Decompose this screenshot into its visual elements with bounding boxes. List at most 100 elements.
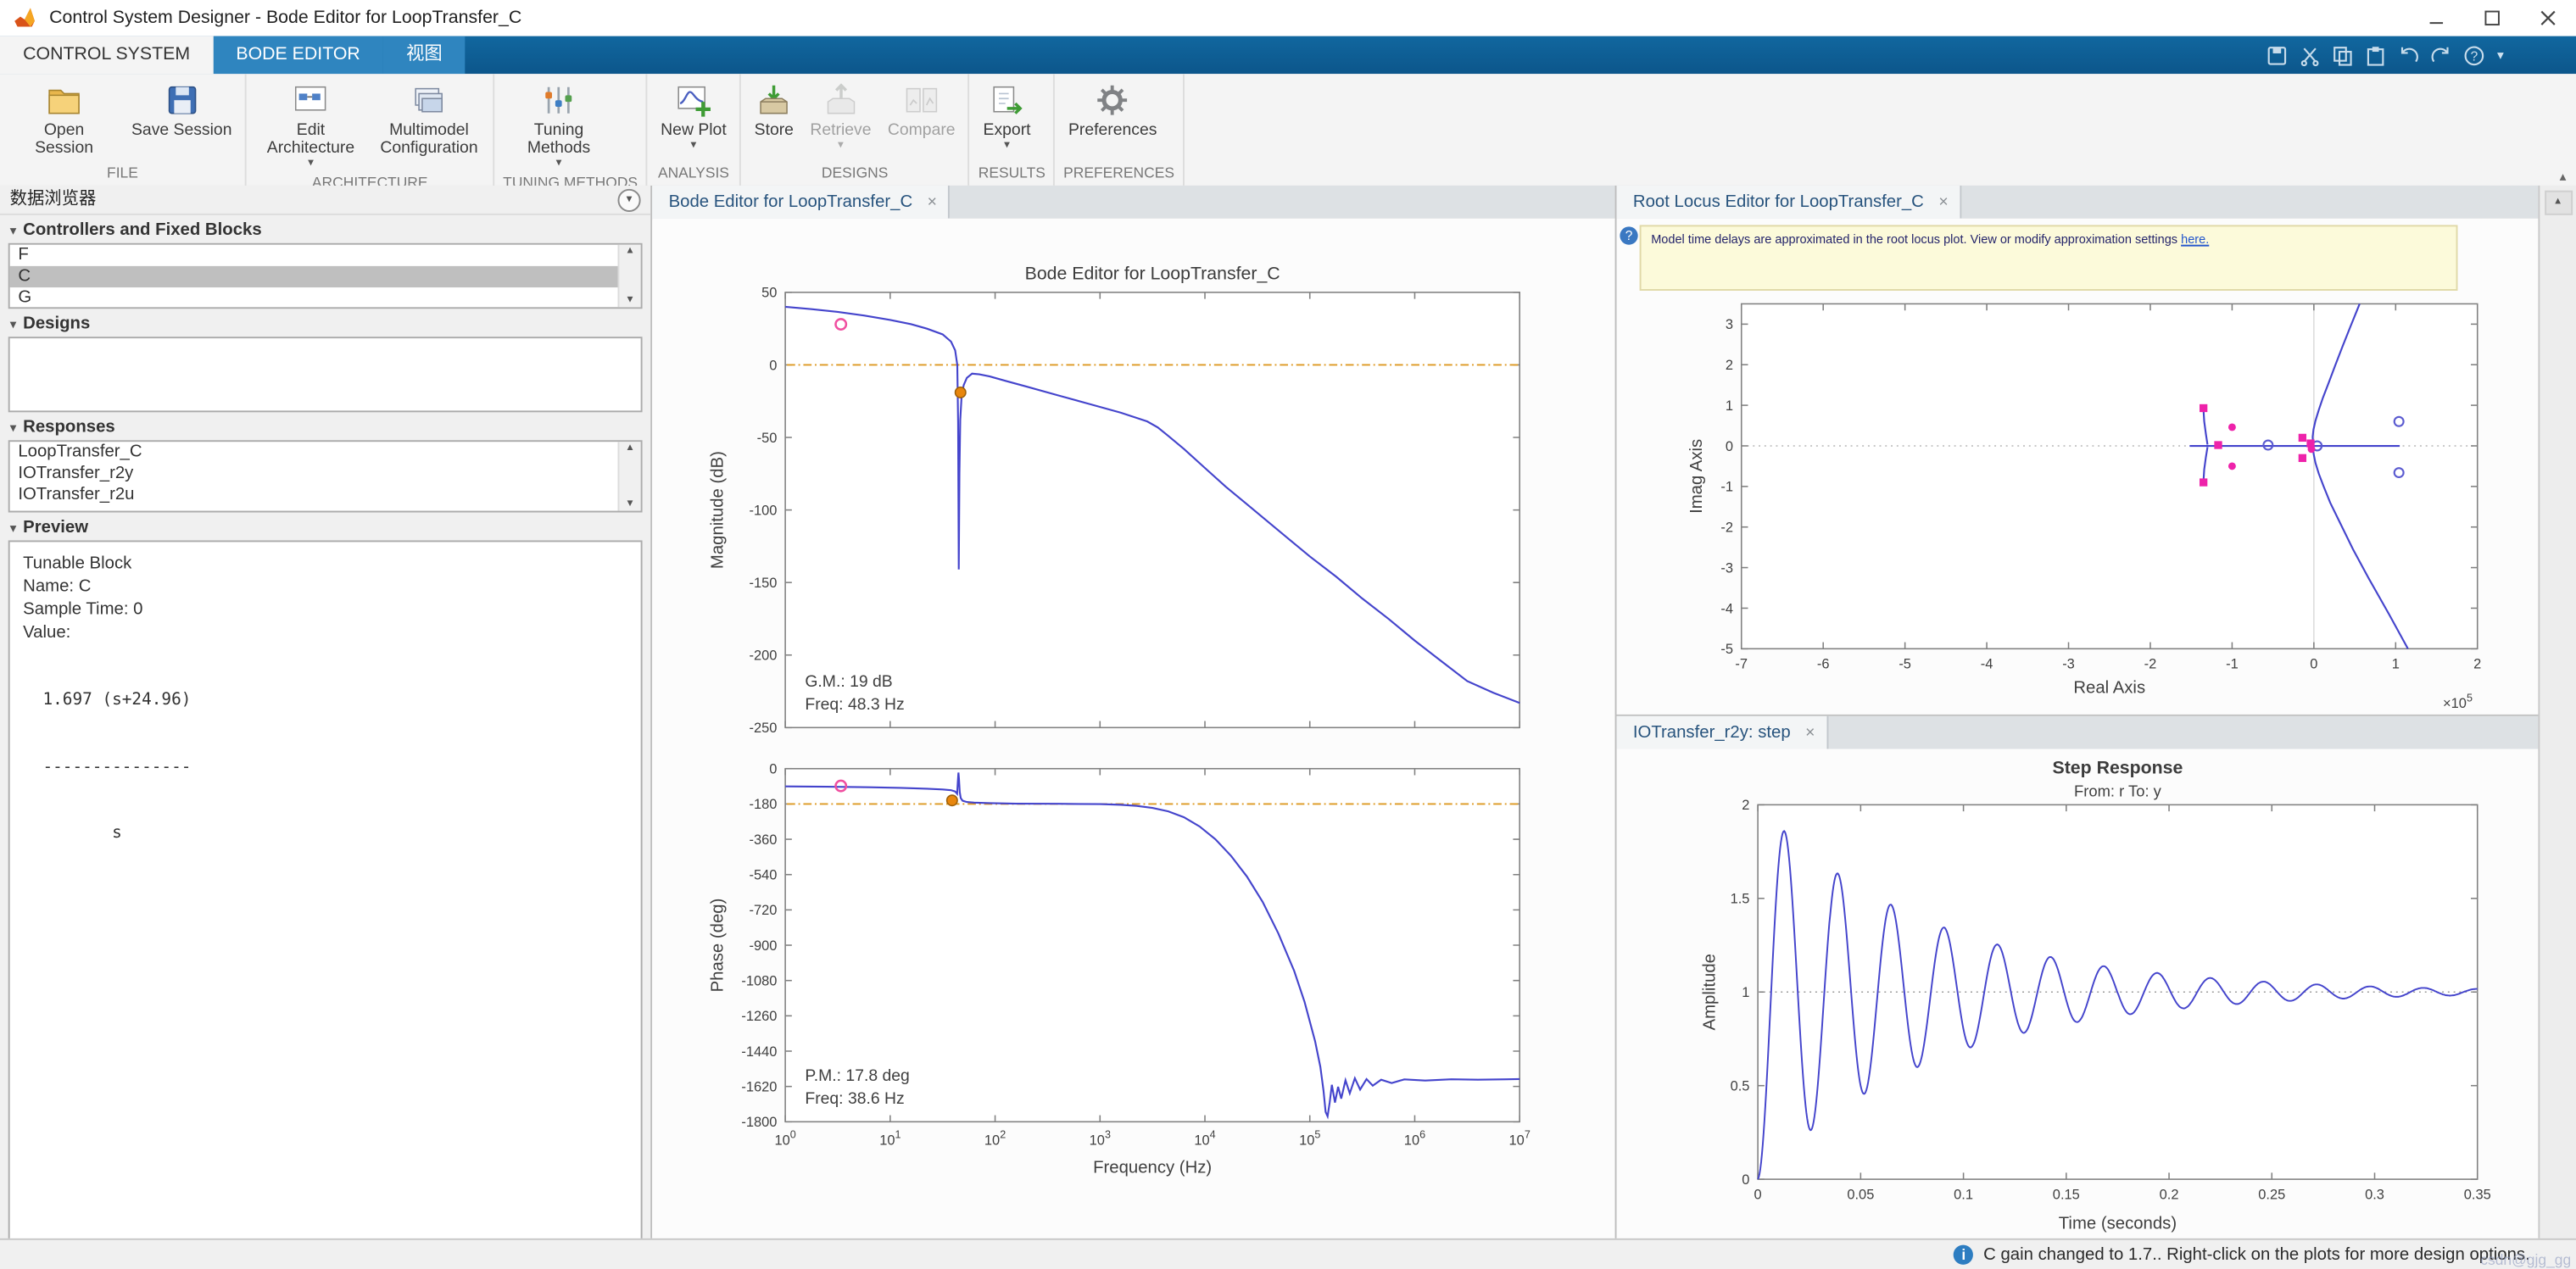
redo-icon[interactable] (2430, 43, 2453, 66)
preview-line: Sample Time: 0 (23, 599, 143, 620)
store-button[interactable]: Store (746, 75, 802, 143)
maximize-button[interactable] (2464, 0, 2520, 36)
svg-text:-360: -360 (750, 832, 778, 848)
svg-text:G.M.: 19 dB: G.M.: 19 dB (805, 672, 892, 691)
svg-text:Time (seconds): Time (seconds) (2059, 1214, 2177, 1233)
compensator-marker (834, 318, 848, 331)
tab-step-response[interactable]: IOTransfer_r2y: step × (1616, 715, 1828, 749)
group-label-designs: DESIGNS (821, 164, 889, 181)
svg-text:50: 50 (761, 286, 777, 301)
root-locus-branch (2202, 447, 2209, 483)
svg-text:-4: -4 (1981, 657, 1993, 672)
scroll-up-icon[interactable]: ▲ (625, 443, 635, 454)
multimodel-configuration-icon (415, 87, 443, 113)
scrollbar[interactable]: ▲ ▼ (617, 442, 641, 511)
svg-text:-1620: -1620 (741, 1079, 777, 1094)
root-locus-plot[interactable]: -7 -6 -5 -4 -3 -2 -1 0 1 2 3 2 1 0 -1 -2 -3 -4 -5 Real Axis… (1617, 219, 2539, 715)
data-browser-panel: 数据浏览器 ▾ ▾ Controllers and Fixed Blocks F … (0, 185, 653, 1266)
right-column: Root Locus Editor for LoopTransfer_C × -… (1616, 185, 2539, 1238)
bode-figure-area: Bode Editor for LoopTransfer_C 50 0 -50 -100… (652, 218, 1615, 1238)
pole-marker (2307, 445, 2316, 454)
bode-plot[interactable]: Bode Editor for LoopTransfer_C 50 0 -50 -100… (652, 219, 1614, 1238)
compare-button[interactable]: Compare (879, 75, 963, 143)
svg-text:Imag Axis: Imag Axis (1687, 439, 1706, 514)
ribbon-tab-view[interactable]: 视图 (382, 36, 466, 75)
list-item-iotransfer-r2y[interactable]: IOTransfer_r2y (18, 463, 134, 483)
list-item-looptransfer[interactable]: LoopTransfer_C (18, 442, 142, 462)
svg-text:0: 0 (1742, 1172, 1749, 1188)
ribbon-tab-bode-editor[interactable]: BODE EDITOR (213, 36, 383, 75)
step-response-curve (1757, 830, 2478, 1180)
info-icon[interactable]: ? (1620, 226, 1638, 245)
undo-icon[interactable] (2397, 43, 2420, 66)
svg-text:-1: -1 (1720, 480, 1733, 495)
svg-text:-7: -7 (1735, 657, 1748, 672)
dock-arrow-icon[interactable]: ▴ (2544, 190, 2573, 215)
section-header-designs[interactable]: ▾ Designs (9, 314, 91, 334)
dropdown-caret-icon: ▾ (1004, 140, 1010, 152)
retrieve-button[interactable]: Retrieve ▾ (802, 75, 880, 154)
cut-icon[interactable] (2299, 43, 2322, 66)
new-plot-button[interactable]: New Plot ▾ (652, 75, 734, 154)
root-locus-panel: Root Locus Editor for LoopTransfer_C × -… (1616, 185, 2539, 716)
list-item-iotransfer-r2u[interactable]: IOTransfer_r2u (18, 484, 135, 504)
controllers-list: F C G ▲ ▼ (8, 242, 643, 309)
edit-architecture-button[interactable]: Edit Architecture ▾ (252, 75, 371, 173)
tab-root-locus[interactable]: Root Locus Editor for LoopTransfer_C × (1616, 185, 1962, 219)
pole-marker (2228, 462, 2236, 470)
section-header-controllers[interactable]: ▾ Controllers and Fixed Blocks (9, 220, 262, 240)
closed-loop-pole-marker (2298, 433, 2307, 442)
close-tab-icon[interactable]: × (927, 192, 937, 211)
svg-text:104: 104 (1194, 1129, 1215, 1149)
svg-text:0: 0 (769, 358, 777, 373)
svg-text:-250: -250 (750, 721, 778, 736)
multimodel-configuration-button[interactable]: Multimodel Configuration (370, 75, 488, 161)
close-tab-icon[interactable]: × (1805, 723, 1815, 742)
export-button[interactable]: Export ▾ (975, 75, 1039, 154)
svg-text:-1260: -1260 (741, 1009, 777, 1024)
help-icon[interactable]: ? (2462, 43, 2485, 66)
svg-text:0.15: 0.15 (2053, 1187, 2080, 1202)
group-label-file: FILE (107, 164, 138, 181)
list-item-C[interactable]: C (9, 265, 641, 288)
scroll-down-icon[interactable]: ▼ (625, 295, 635, 306)
close-button[interactable] (2520, 0, 2576, 36)
root-locus-tab-bar: Root Locus Editor for LoopTransfer_C × (1616, 185, 2539, 220)
preferences-button[interactable]: Preferences (1060, 75, 1165, 143)
status-message: C gain changed to 1.7.. Right-click on t… (1983, 1244, 2530, 1265)
section-header-preview[interactable]: ▾ Preview (9, 517, 89, 537)
ribbon-tab-control-system[interactable]: CONTROL SYSTEM (0, 36, 214, 75)
tuning-methods-button[interactable]: Tuning Methods ▾ (499, 75, 618, 173)
group-label-preferences: PREFERENCES (1063, 164, 1174, 181)
step-tab-bar: IOTransfer_r2y: step × (1616, 715, 2539, 751)
svg-text:-3: -3 (1720, 560, 1733, 576)
collapse-ribbon-icon[interactable]: ▴ (2559, 169, 2567, 184)
scroll-down-icon[interactable]: ▼ (625, 499, 635, 509)
paste-icon[interactable] (2364, 43, 2387, 66)
list-item-G[interactable]: G (18, 287, 32, 308)
quick-access-caret-icon[interactable]: ▾ (2496, 47, 2504, 63)
approximation-settings-link[interactable]: here. (2181, 231, 2210, 247)
minimize-button[interactable] (2408, 0, 2464, 36)
filter-icon[interactable]: ▾ (617, 188, 641, 212)
svg-text:-180: -180 (750, 797, 778, 812)
step-figure-area: Step Response From: r To: y 0 0.05 0.1 0.15 0.… (1616, 749, 2539, 1238)
svg-text:0.05: 0.05 (1847, 1187, 1874, 1202)
scrollbar[interactable]: ▲ ▼ (617, 244, 641, 308)
step-response-plot[interactable]: Step Response From: r To: y 0 0.05 0.1 0.15 0.… (1617, 749, 2539, 1238)
designs-list[interactable] (8, 337, 643, 413)
svg-text:0.2: 0.2 (2160, 1187, 2179, 1202)
scroll-up-icon[interactable]: ▲ (625, 246, 635, 257)
window-title: Control System Designer - Bode Editor fo… (49, 8, 522, 28)
tab-bode-editor[interactable]: Bode Editor for LoopTransfer_C × (652, 185, 951, 219)
preferences-gear-icon (1097, 85, 1128, 115)
open-session-button[interactable]: Open Session (5, 75, 124, 161)
close-tab-icon[interactable]: × (1938, 192, 1949, 211)
compensator-marker (834, 779, 848, 793)
save-icon[interactable] (2266, 43, 2289, 66)
copy-icon[interactable] (2331, 43, 2354, 66)
list-item-F[interactable]: F (18, 244, 29, 264)
section-header-responses[interactable]: ▾ Responses (9, 417, 115, 437)
save-session-button[interactable]: Save Session (123, 75, 240, 143)
